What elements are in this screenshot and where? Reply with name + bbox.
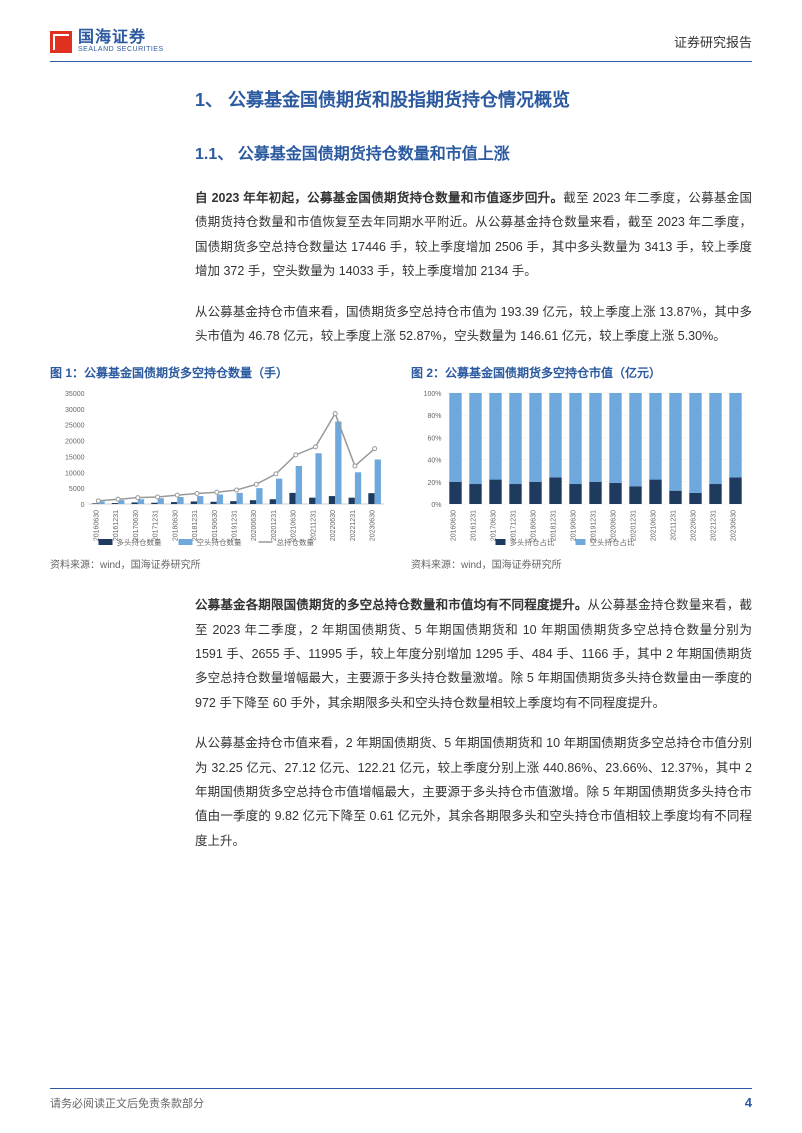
svg-text:20200630: 20200630 bbox=[611, 510, 618, 541]
fig2-title: 图 2：公募基金国债期货多空持仓市值（亿元） bbox=[411, 364, 752, 381]
section-1-1-title: 1.1、 公募基金国债期货持仓数量和市值上涨 bbox=[195, 140, 752, 164]
svg-text:20200630: 20200630 bbox=[251, 510, 258, 541]
header-right-label: 证券研究报告 bbox=[674, 32, 752, 51]
svg-text:20000: 20000 bbox=[65, 439, 85, 446]
section-1-title: 1、 公募基金国债期货和股指期货持仓情况概览 bbox=[195, 86, 752, 112]
svg-text:20171231: 20171231 bbox=[153, 510, 160, 541]
svg-text:20181231: 20181231 bbox=[551, 510, 558, 541]
svg-text:空头持仓占比: 空头持仓占比 bbox=[590, 537, 635, 547]
svg-text:20220630: 20220630 bbox=[691, 510, 698, 541]
svg-text:20211231: 20211231 bbox=[310, 510, 317, 541]
svg-text:20201231: 20201231 bbox=[271, 510, 278, 541]
svg-text:20180630: 20180630 bbox=[172, 510, 179, 541]
svg-text:40%: 40% bbox=[427, 458, 441, 465]
page-number: 4 bbox=[745, 1095, 752, 1111]
para1-lead: 自 2023 年年初起，公募基金国债期货持仓数量和市值逐步回升。 bbox=[195, 191, 563, 205]
footer-disclaimer: 请务必阅读正文后免责条款部分 bbox=[50, 1095, 204, 1111]
svg-text:20160630: 20160630 bbox=[451, 510, 458, 541]
logo-area: 国海证券 SEALAND SECURITIES bbox=[50, 30, 164, 53]
paragraph-1: 自 2023 年年初起，公募基金国债期货持仓数量和市值逐步回升。截至 2023 … bbox=[195, 186, 752, 284]
svg-text:20161231: 20161231 bbox=[471, 510, 478, 541]
logo-text-cn: 国海证券 bbox=[78, 30, 164, 46]
svg-text:20190630: 20190630 bbox=[212, 510, 219, 541]
svg-text:20210630: 20210630 bbox=[651, 510, 658, 541]
fig1-chart: 0 5000 10000 15000 20000 25000 30000 35000 20160… bbox=[50, 387, 391, 552]
svg-text:5000: 5000 bbox=[69, 486, 85, 493]
figure-1: 图 1：公募基金国债期货多空持仓数量（手） 0 5000 10000 15000 200… bbox=[50, 364, 391, 571]
svg-text:总持仓数量: 总持仓数量 bbox=[277, 537, 315, 547]
fig2-chart: 0% 20% 40% 60% 80% 100% 20160630 20161231 201706… bbox=[411, 387, 752, 552]
svg-text:20190630: 20190630 bbox=[571, 510, 578, 541]
svg-text:多头持仓数量: 多头持仓数量 bbox=[117, 537, 162, 547]
svg-text:20210630: 20210630 bbox=[291, 510, 298, 541]
svg-text:20160630: 20160630 bbox=[93, 510, 100, 541]
svg-text:0%: 0% bbox=[431, 502, 441, 509]
svg-text:100%: 100% bbox=[424, 391, 442, 398]
svg-text:20230630: 20230630 bbox=[731, 510, 738, 541]
svg-text:20180630: 20180630 bbox=[531, 510, 538, 541]
svg-text:0: 0 bbox=[81, 502, 85, 509]
para3-lead: 公募基金各期限国债期货的多空总持仓数量和市值均有不同程度提升。 bbox=[195, 598, 588, 612]
svg-text:25000: 25000 bbox=[65, 423, 85, 430]
svg-text:20170630: 20170630 bbox=[133, 510, 140, 541]
page-footer: 请务必阅读正文后免责条款部分 4 bbox=[50, 1088, 752, 1111]
paragraph-3: 公募基金各期限国债期货的多空总持仓数量和市值均有不同程度提升。从公募基金持仓数量… bbox=[195, 593, 752, 715]
svg-text:10000: 10000 bbox=[65, 471, 85, 478]
fig1-source: 资料来源：wind，国海证券研究所 bbox=[50, 556, 391, 571]
svg-text:20191231: 20191231 bbox=[591, 510, 598, 541]
svg-text:35000: 35000 bbox=[65, 391, 85, 398]
svg-text:20211231: 20211231 bbox=[671, 510, 678, 541]
svg-text:20%: 20% bbox=[427, 480, 441, 487]
svg-text:15000: 15000 bbox=[65, 455, 85, 462]
paragraph-4: 从公募基金持仓市值来看，2 年期国债期货、5 年期国债期货和 10 年期国债期货… bbox=[195, 731, 752, 853]
paragraph-2: 从公募基金持仓市值来看，国债期货多空总持仓市值为 193.39 亿元，较上季度上… bbox=[195, 300, 752, 349]
svg-text:20220630: 20220630 bbox=[330, 510, 337, 541]
svg-text:20161231: 20161231 bbox=[113, 510, 120, 541]
svg-text:20221231: 20221231 bbox=[350, 510, 357, 541]
svg-text:空头持仓数量: 空头持仓数量 bbox=[197, 537, 242, 547]
fig2-source: 资料来源：wind，国海证券研究所 bbox=[411, 556, 752, 571]
logo-text-en: SEALAND SECURITIES bbox=[78, 46, 164, 53]
svg-text:80%: 80% bbox=[427, 413, 441, 420]
svg-text:20170630: 20170630 bbox=[491, 510, 498, 541]
company-logo-icon bbox=[50, 31, 72, 53]
figure-2: 图 2：公募基金国债期货多空持仓市值（亿元） 0% 20% 40% 60% 80% 100… bbox=[411, 364, 752, 571]
svg-text:20191231: 20191231 bbox=[232, 510, 239, 541]
svg-text:60%: 60% bbox=[427, 436, 441, 443]
svg-text:20230630: 20230630 bbox=[370, 510, 377, 541]
svg-text:20181231: 20181231 bbox=[192, 510, 199, 541]
figure-row: 图 1：公募基金国债期货多空持仓数量（手） 0 5000 10000 15000 200… bbox=[50, 364, 752, 571]
para3-rest: 从公募基金持仓数量来看，截至 2023 年二季度，2 年期国债期货、5 年期国债… bbox=[195, 598, 752, 710]
fig1-title: 图 1：公募基金国债期货多空持仓数量（手） bbox=[50, 364, 391, 381]
page-header: 国海证券 SEALAND SECURITIES 证券研究报告 bbox=[50, 30, 752, 62]
svg-text:20221231: 20221231 bbox=[711, 510, 718, 541]
svg-text:多头持仓占比: 多头持仓占比 bbox=[510, 537, 555, 547]
svg-text:30000: 30000 bbox=[65, 407, 85, 414]
svg-text:20201231: 20201231 bbox=[631, 510, 638, 541]
svg-text:20171231: 20171231 bbox=[511, 510, 518, 541]
